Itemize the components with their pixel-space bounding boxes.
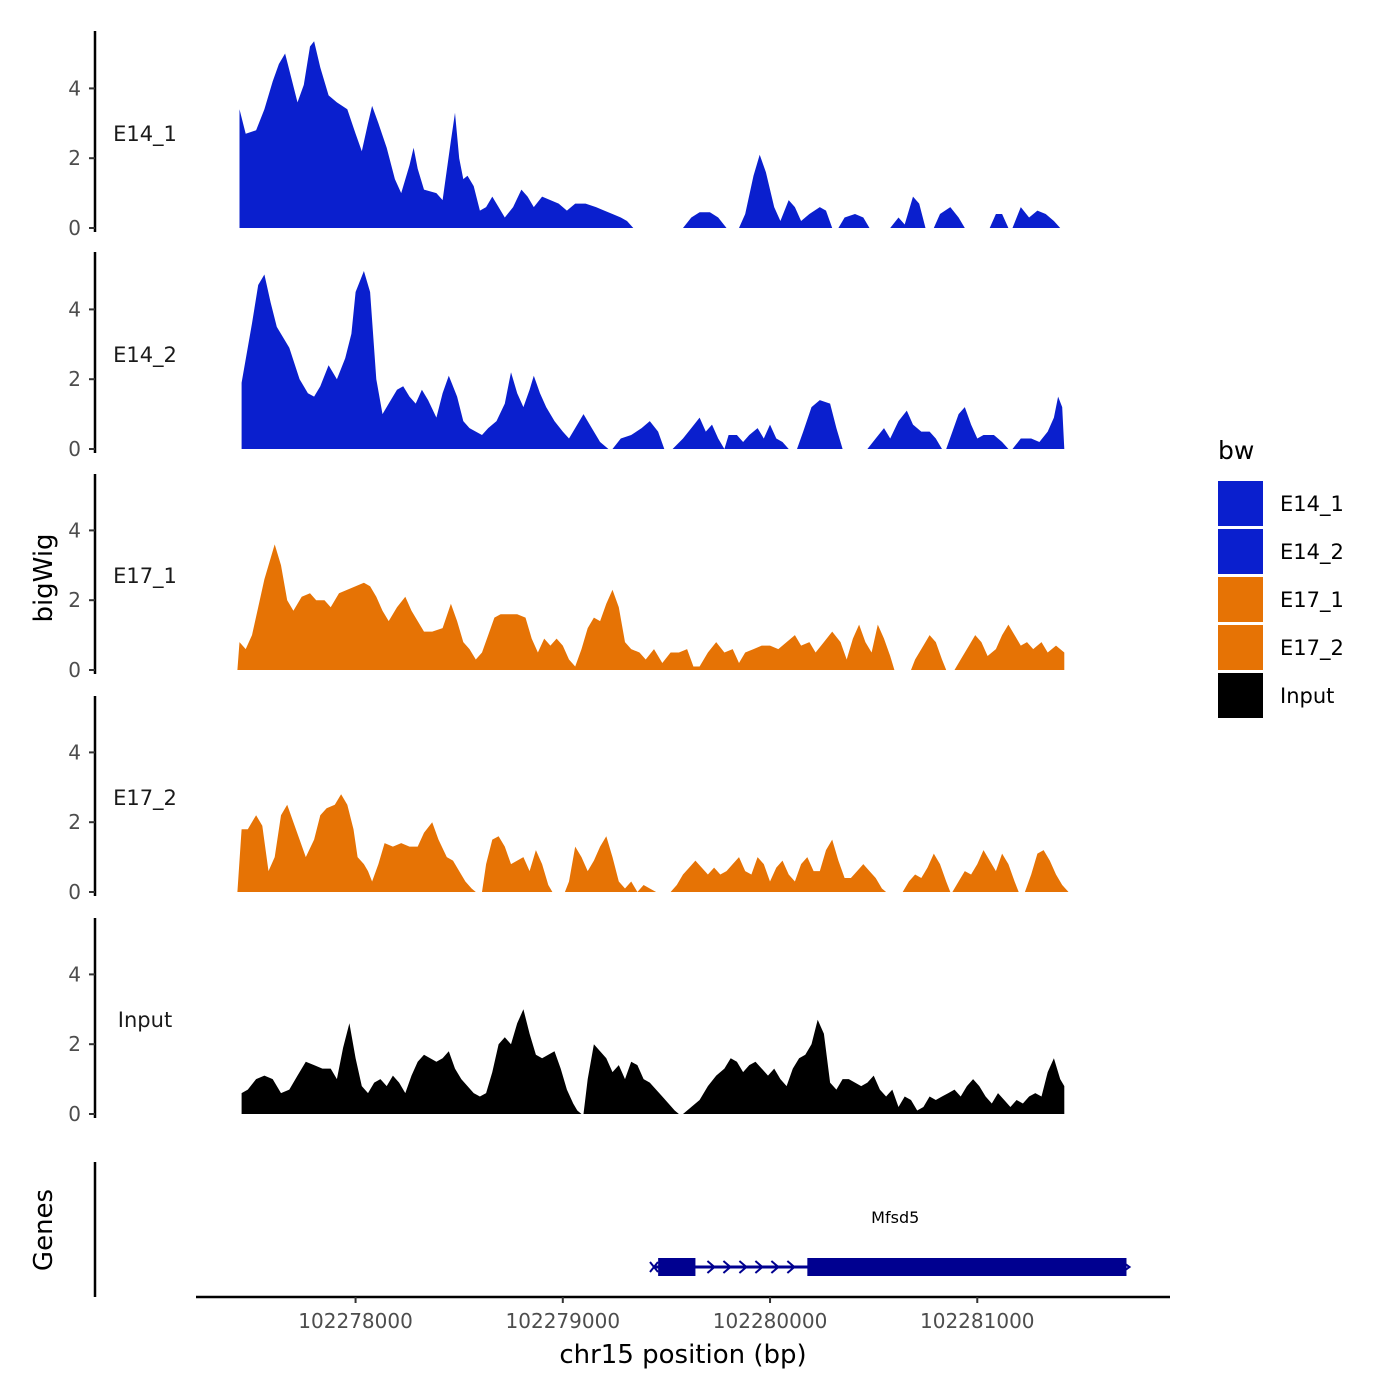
y-tick-label: 0 — [68, 437, 81, 461]
gene-exon — [807, 1258, 1127, 1276]
track-label: E14_1 — [113, 122, 177, 147]
area-E17_2 — [902, 853, 951, 892]
legend-key-E14_1 — [1218, 481, 1263, 526]
track-E14_2: 0 2 4 E14_2 — [68, 252, 1065, 461]
y-tick-label: 2 — [68, 588, 81, 612]
area-E14_1 — [1012, 207, 1061, 228]
x-tick-label: 102280000 — [713, 1309, 828, 1333]
track-label: E17_1 — [113, 564, 177, 589]
gene-exon — [658, 1258, 696, 1276]
area-E14_1 — [933, 207, 965, 228]
x-tick-label: 102281000 — [920, 1309, 1035, 1333]
x-tick-label: 102279000 — [506, 1309, 621, 1333]
genes-axis-title: Genes — [29, 1189, 59, 1271]
y-tick-label: 4 — [68, 740, 81, 764]
area-E14_1 — [838, 214, 870, 228]
area-Input — [683, 1019, 1065, 1114]
area-E14_1 — [989, 214, 1009, 228]
y-tick-label: 0 — [68, 880, 81, 904]
legend-key-E17_2 — [1218, 625, 1263, 670]
area-Input — [583, 1044, 679, 1114]
track-E17_1: 0 2 4 E17_1 — [68, 474, 1065, 682]
area-E14_1 — [239, 41, 634, 228]
y-tick-label: 4 — [68, 518, 81, 542]
track-label: E14_2 — [113, 343, 177, 368]
y-tick-label: 2 — [68, 1032, 81, 1056]
area-E17_2 — [482, 836, 553, 892]
area-E14_1 — [890, 196, 926, 228]
track-E17_2: 0 2 4 E17_2 — [68, 696, 1069, 904]
area-E17_1 — [954, 624, 1065, 670]
y-tick-label: 2 — [68, 810, 81, 834]
y-tick-label: 4 — [68, 76, 81, 100]
track-label: E17_2 — [113, 786, 177, 811]
legend: bw E14_1 E14_2 E17_1 E17_2 Input — [1218, 436, 1344, 718]
area-E17_2 — [237, 794, 476, 892]
area-E14_1 — [739, 154, 833, 228]
strand-arrow — [706, 1260, 716, 1274]
legend-label: E17_2 — [1280, 636, 1344, 661]
area-E14_1 — [683, 212, 727, 228]
area-E17_2 — [564, 836, 657, 892]
gene-track-panel: Mfsd5 — [93, 1162, 1132, 1297]
legend-label: E14_2 — [1280, 540, 1344, 565]
area-E14_2 — [241, 271, 609, 449]
y-tick-label: 0 — [68, 1102, 81, 1126]
area-Input — [241, 1009, 582, 1114]
area-E14_2 — [1012, 396, 1065, 449]
area-E17_2 — [670, 839, 887, 892]
track-label: Input — [118, 1008, 172, 1032]
gene-start-mark — [649, 1261, 659, 1273]
legend-key-E14_2 — [1218, 529, 1263, 574]
y-tick-label: 4 — [68, 297, 81, 321]
x-tick-label: 102278000 — [298, 1309, 413, 1333]
y-tick-label: 0 — [68, 658, 81, 682]
track-panels: 0 2 4 E14_1 0 2 4 E14_2 0 2 4 E17_1 0 2 4 E17_2 0 2 4 Input — [68, 31, 1069, 1126]
area-E14_2 — [867, 410, 942, 449]
legend-title: bw — [1218, 436, 1254, 465]
area-E14_2 — [946, 407, 1009, 449]
strand-arrow — [786, 1260, 796, 1274]
y-axis-title: bigWig — [29, 533, 59, 622]
legend-label: Input — [1280, 684, 1334, 708]
y-tick-label: 2 — [68, 367, 81, 391]
track-E14_1: 0 2 4 E14_1 — [68, 31, 1061, 240]
strand-arrow — [754, 1260, 764, 1274]
area-E14_2 — [672, 417, 789, 449]
y-tick-label: 2 — [68, 146, 81, 170]
track-Input: 0 2 4 Input — [68, 918, 1065, 1126]
legend-key-E17_1 — [1218, 577, 1263, 622]
gene-end-mark — [1121, 1261, 1132, 1273]
gene-name-label: Mfsd5 — [871, 1208, 919, 1227]
strand-arrow — [738, 1260, 748, 1274]
area-E17_1 — [237, 544, 895, 670]
y-tick-label: 0 — [68, 216, 81, 240]
strand-arrow — [770, 1260, 780, 1274]
x-axis: 102278000 102279000 102280000 102281000 — [196, 1295, 1170, 1333]
legend-label: E17_1 — [1280, 588, 1344, 613]
area-E17_2 — [952, 850, 1019, 892]
legend-label: E14_1 — [1280, 492, 1344, 517]
legend-key-Input — [1218, 673, 1263, 718]
area-E14_2 — [797, 400, 843, 449]
area-E14_2 — [612, 421, 665, 449]
area-E17_2 — [1024, 850, 1069, 892]
strand-arrow — [722, 1260, 732, 1274]
x-axis-title: chr15 position (bp) — [559, 1340, 806, 1370]
area-E17_1 — [911, 635, 947, 670]
y-tick-label: 4 — [68, 962, 81, 986]
